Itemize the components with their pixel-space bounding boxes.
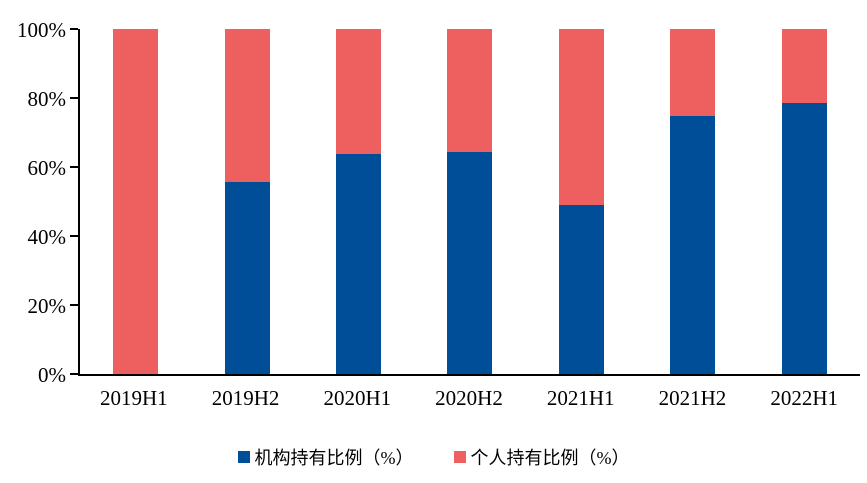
bar-stack [670,29,716,374]
y-tick-label: 40% [27,225,67,249]
bar-segment-individual [781,29,827,104]
legend-label-institutional: 机构持有比例（%） [254,448,414,468]
bar-stack [781,29,827,374]
y-tick-mark [70,235,78,237]
x-axis-label-2020H2: 2020H2 [435,386,503,410]
bar-stack [113,29,159,374]
bar-segment-institutional [447,152,493,374]
bar-segment-institutional [336,154,382,374]
y-tick-mark [70,304,78,306]
bar-column-2019H2 [191,29,302,374]
y-tick-label: 20% [27,294,67,318]
x-axis-label-2021H2: 2021H2 [658,386,727,410]
bar-stack [336,29,382,374]
bar-segment-individual [224,29,270,182]
y-tick-mark [70,373,78,375]
bar-column-2020H2 [414,29,525,374]
plot-area [78,29,860,376]
y-tick-mark [70,166,78,168]
bar-column-2019H1 [80,29,191,374]
legend-item-individual: 个人持有比例（%） [453,444,630,470]
bar-stack [447,29,493,374]
bar-segment-institutional [558,204,604,374]
y-tick-label: 100% [17,18,66,42]
bar-segment-individual [670,29,716,117]
y-tick-label: 60% [27,156,67,180]
legend: 机构持有比例（%） 个人持有比例（%） [0,444,867,470]
y-tick-mark [70,28,78,30]
x-axis-label-2019H2: 2019H2 [211,386,280,410]
x-axis-label-2021H1: 2021H1 [546,386,615,410]
x-axis-label-2019H1: 2019H1 [100,386,168,410]
legend-label-individual: 个人持有比例（%） [470,448,630,468]
bar-segment-individual [447,29,493,153]
y-tick-mark [70,97,78,99]
bars-container [80,29,860,374]
y-tick-label: 0% [38,363,66,387]
bar-segment-institutional [224,181,270,374]
bar-column-2021H1 [526,29,637,374]
legend-item-institutional: 机构持有比例（%） [237,444,414,470]
bar-column-2021H2 [637,29,748,374]
bar-segment-institutional [670,116,716,374]
legend-marker-institutional-icon [237,451,250,463]
bar-segment-individual [336,29,382,155]
x-axis-labels: 2019H1 2019H2 2020H1 2020H2 2021H1 2021H2 2022… [78,386,860,411]
bar-column-2020H1 [303,29,414,374]
bar-column-2022H1 [749,29,860,374]
bar-segment-individual [558,29,604,205]
bar-stack [558,29,604,374]
x-axis-label-2020H1: 2020H1 [323,386,392,410]
legend-marker-individual-icon [453,451,466,463]
bar-stack [224,29,270,374]
bar-segment-institutional [781,103,827,374]
x-axis-label-2022H1: 2022H1 [770,386,838,410]
y-tick-label: 80% [27,87,67,111]
bar-segment-individual [113,29,159,374]
